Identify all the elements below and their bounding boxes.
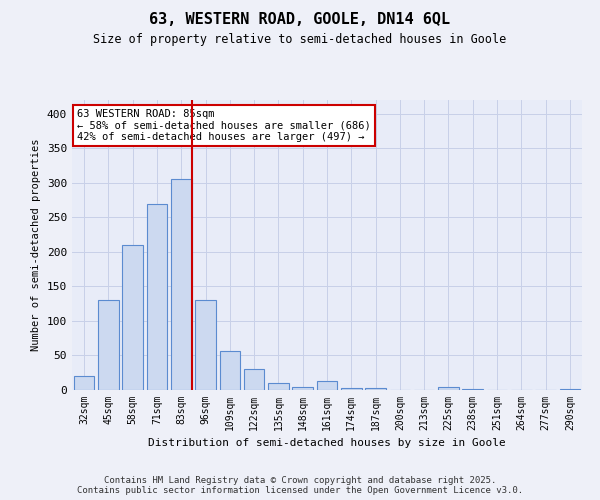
Bar bbox=[244, 370, 265, 390]
Y-axis label: Number of semi-detached properties: Number of semi-detached properties bbox=[31, 138, 41, 352]
Bar bbox=[341, 388, 362, 390]
Bar bbox=[365, 388, 386, 390]
Bar bbox=[463, 388, 483, 390]
Text: 63 WESTERN ROAD: 85sqm
← 58% of semi-detached houses are smaller (686)
42% of se: 63 WESTERN ROAD: 85sqm ← 58% of semi-det… bbox=[77, 108, 371, 142]
X-axis label: Distribution of semi-detached houses by size in Goole: Distribution of semi-detached houses by … bbox=[148, 438, 506, 448]
Bar bbox=[560, 388, 580, 390]
Bar bbox=[195, 300, 216, 390]
Bar bbox=[98, 300, 119, 390]
Bar bbox=[317, 381, 337, 390]
Bar bbox=[122, 245, 143, 390]
Text: Size of property relative to semi-detached houses in Goole: Size of property relative to semi-detach… bbox=[94, 32, 506, 46]
Bar bbox=[292, 387, 313, 390]
Bar bbox=[438, 387, 459, 390]
Text: 63, WESTERN ROAD, GOOLE, DN14 6QL: 63, WESTERN ROAD, GOOLE, DN14 6QL bbox=[149, 12, 451, 28]
Bar bbox=[171, 180, 191, 390]
Bar bbox=[146, 204, 167, 390]
Bar bbox=[268, 383, 289, 390]
Text: Contains HM Land Registry data © Crown copyright and database right 2025.
Contai: Contains HM Land Registry data © Crown c… bbox=[77, 476, 523, 495]
Bar bbox=[220, 350, 240, 390]
Bar bbox=[74, 376, 94, 390]
